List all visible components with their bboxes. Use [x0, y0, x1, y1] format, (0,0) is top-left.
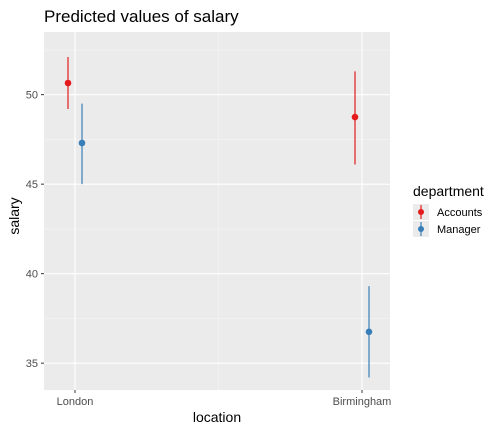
y-tick-label: 45: [26, 179, 38, 191]
legend-label: Accounts: [437, 207, 483, 219]
legend: department Accounts Manager: [413, 183, 484, 237]
major-gridlines: [44, 32, 390, 390]
x-tick-label: London: [57, 396, 94, 408]
plot-panel: [44, 32, 390, 390]
data-point: [64, 79, 72, 87]
minor-gridlines: [44, 32, 390, 390]
data-marks: [64, 57, 373, 378]
y-axis-title: salary: [6, 197, 22, 234]
x-tick-label: Birmingham: [333, 396, 392, 408]
legend-title: department: [413, 183, 484, 199]
data-point: [78, 139, 86, 147]
data-point: [351, 113, 359, 121]
legend-items: Accounts Manager: [413, 204, 483, 237]
legend-label: Manager: [437, 224, 481, 236]
tick-labels: 35 40 45 50 London Birmingham: [26, 90, 392, 408]
y-tick-label: 35: [26, 358, 38, 370]
legend-key-point: [418, 209, 424, 215]
y-tick-label: 50: [26, 90, 38, 102]
legend-key-point: [418, 226, 424, 232]
data-point: [365, 328, 373, 336]
axis-ticks: [41, 94, 363, 393]
chart-title: Predicted values of salary: [44, 7, 239, 26]
x-axis-title: location: [193, 409, 241, 425]
y-tick-label: 40: [26, 269, 38, 281]
